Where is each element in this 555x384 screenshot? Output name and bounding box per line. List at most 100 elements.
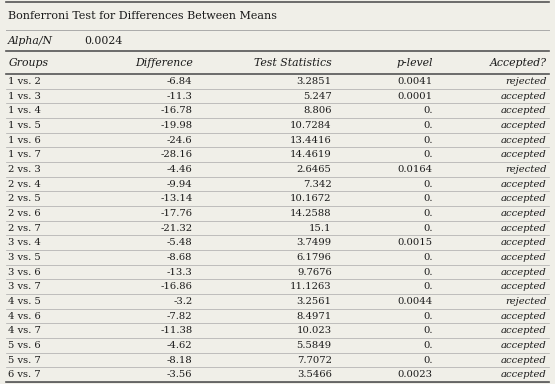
Text: 10.7284: 10.7284	[290, 121, 332, 130]
Text: 5.5849: 5.5849	[296, 341, 332, 350]
Text: -24.6: -24.6	[167, 136, 193, 145]
Text: -16.86: -16.86	[160, 282, 193, 291]
Text: accepted: accepted	[501, 150, 547, 159]
Text: 3 vs. 7: 3 vs. 7	[8, 282, 41, 291]
Text: 1 vs. 6: 1 vs. 6	[8, 136, 41, 145]
Text: 0.: 0.	[423, 136, 433, 145]
Text: 2.6465: 2.6465	[297, 165, 332, 174]
Text: p-level: p-level	[396, 58, 433, 68]
Text: -4.62: -4.62	[167, 341, 193, 350]
Text: -6.84: -6.84	[167, 77, 193, 86]
Text: 0.0023: 0.0023	[398, 370, 433, 379]
Text: 14.2588: 14.2588	[290, 209, 332, 218]
Text: 5 vs. 7: 5 vs. 7	[8, 356, 41, 364]
Text: accepted: accepted	[501, 194, 547, 203]
Text: 0.0015: 0.0015	[398, 238, 433, 247]
Text: accepted: accepted	[501, 180, 547, 189]
Text: 1 vs. 7: 1 vs. 7	[8, 150, 41, 159]
Text: Accepted?: Accepted?	[490, 58, 547, 68]
Text: 8.806: 8.806	[303, 106, 332, 115]
Text: 0.: 0.	[423, 194, 433, 203]
Text: 0.0001: 0.0001	[398, 92, 433, 101]
Text: Difference: Difference	[135, 58, 193, 68]
Text: accepted: accepted	[501, 106, 547, 115]
Text: -3.2: -3.2	[173, 297, 193, 306]
Text: 14.4619: 14.4619	[290, 150, 332, 159]
Text: 13.4416: 13.4416	[290, 136, 332, 145]
Text: 3 vs. 5: 3 vs. 5	[8, 253, 41, 262]
Text: 4 vs. 7: 4 vs. 7	[8, 326, 41, 335]
Text: 3.7499: 3.7499	[296, 238, 332, 247]
Text: 3.5466: 3.5466	[297, 370, 332, 379]
Text: 5 vs. 6: 5 vs. 6	[8, 341, 41, 350]
Text: 3.2561: 3.2561	[296, 297, 332, 306]
Text: -7.82: -7.82	[167, 311, 193, 321]
Text: accepted: accepted	[501, 92, 547, 101]
Text: 0.: 0.	[423, 180, 433, 189]
Text: -11.38: -11.38	[160, 326, 193, 335]
Text: -17.76: -17.76	[160, 209, 193, 218]
Text: 2 vs. 5: 2 vs. 5	[8, 194, 41, 203]
Text: -3.56: -3.56	[167, 370, 193, 379]
Text: 5.247: 5.247	[303, 92, 332, 101]
Text: rejected: rejected	[505, 77, 547, 86]
Text: 0.0164: 0.0164	[398, 165, 433, 174]
Text: -4.46: -4.46	[166, 165, 193, 174]
Text: -8.18: -8.18	[166, 356, 193, 364]
Text: Bonferroni Test for Differences Between Means: Bonferroni Test for Differences Between …	[8, 11, 278, 21]
Text: accepted: accepted	[501, 136, 547, 145]
Text: 0.: 0.	[423, 341, 433, 350]
Text: 3 vs. 4: 3 vs. 4	[8, 238, 41, 247]
Text: 0.0041: 0.0041	[397, 77, 433, 86]
Text: -5.48: -5.48	[166, 238, 193, 247]
Text: 2 vs. 3: 2 vs. 3	[8, 165, 41, 174]
Text: 10.1672: 10.1672	[290, 194, 332, 203]
Text: 2 vs. 6: 2 vs. 6	[8, 209, 41, 218]
Text: 0.: 0.	[423, 150, 433, 159]
Text: Alpha/N: Alpha/N	[8, 36, 53, 46]
Text: 0.0024: 0.0024	[84, 36, 123, 46]
Text: 10.023: 10.023	[296, 326, 332, 335]
Text: 1 vs. 2: 1 vs. 2	[8, 77, 41, 86]
Text: 0.: 0.	[423, 356, 433, 364]
Text: 0.: 0.	[423, 282, 433, 291]
Text: 0.: 0.	[423, 326, 433, 335]
Text: 1 vs. 3: 1 vs. 3	[8, 92, 41, 101]
Text: 15.1: 15.1	[309, 223, 332, 233]
Text: -11.3: -11.3	[166, 92, 193, 101]
Text: 3 vs. 6: 3 vs. 6	[8, 268, 41, 276]
Text: accepted: accepted	[501, 253, 547, 262]
Text: 8.4971: 8.4971	[296, 311, 332, 321]
Text: -9.94: -9.94	[166, 180, 193, 189]
Text: accepted: accepted	[501, 268, 547, 276]
Text: accepted: accepted	[501, 121, 547, 130]
Text: -13.3: -13.3	[166, 268, 193, 276]
Text: 4 vs. 5: 4 vs. 5	[8, 297, 41, 306]
Text: 0.: 0.	[423, 209, 433, 218]
Text: accepted: accepted	[501, 209, 547, 218]
Text: accepted: accepted	[501, 223, 547, 233]
Text: 7.7072: 7.7072	[296, 356, 332, 364]
Text: accepted: accepted	[501, 238, 547, 247]
Text: 1 vs. 4: 1 vs. 4	[8, 106, 41, 115]
Text: accepted: accepted	[501, 356, 547, 364]
Text: accepted: accepted	[501, 370, 547, 379]
Text: 9.7676: 9.7676	[297, 268, 332, 276]
Text: 2 vs. 4: 2 vs. 4	[8, 180, 41, 189]
Text: -13.14: -13.14	[160, 194, 193, 203]
Text: 0.: 0.	[423, 311, 433, 321]
Text: accepted: accepted	[501, 341, 547, 350]
Text: Test Statistics: Test Statistics	[254, 58, 332, 68]
Text: Groups: Groups	[8, 58, 48, 68]
Text: accepted: accepted	[501, 282, 547, 291]
Text: 3.2851: 3.2851	[296, 77, 332, 86]
Text: 1 vs. 5: 1 vs. 5	[8, 121, 41, 130]
Text: 6 vs. 7: 6 vs. 7	[8, 370, 41, 379]
Text: 11.1263: 11.1263	[290, 282, 332, 291]
Text: 6.1796: 6.1796	[297, 253, 332, 262]
Text: 0.: 0.	[423, 268, 433, 276]
Text: 4 vs. 6: 4 vs. 6	[8, 311, 41, 321]
Text: 0.: 0.	[423, 253, 433, 262]
Text: rejected: rejected	[505, 165, 547, 174]
Text: -19.98: -19.98	[160, 121, 193, 130]
